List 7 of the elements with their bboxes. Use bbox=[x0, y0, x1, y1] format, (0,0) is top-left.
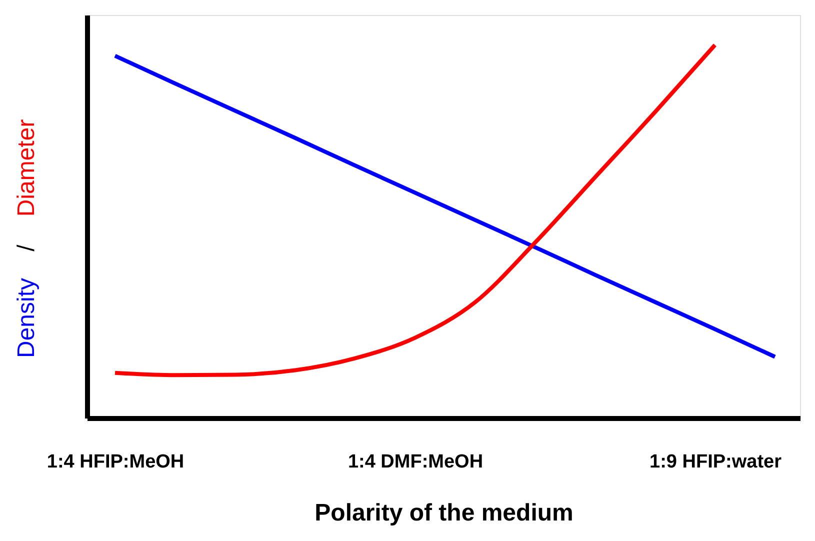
x-axis-title: Polarity of the medium bbox=[314, 500, 574, 526]
x-tick-label: 1:4 HFIP:MeOH bbox=[46, 452, 184, 472]
text: / bbox=[13, 244, 40, 252]
x-tick-label: 1:4 DMF:MeOH bbox=[348, 452, 484, 472]
text: Diameter bbox=[13, 119, 40, 217]
text: Density bbox=[13, 278, 40, 358]
x-tick-label: 1:9 HFIP:water bbox=[649, 452, 782, 472]
